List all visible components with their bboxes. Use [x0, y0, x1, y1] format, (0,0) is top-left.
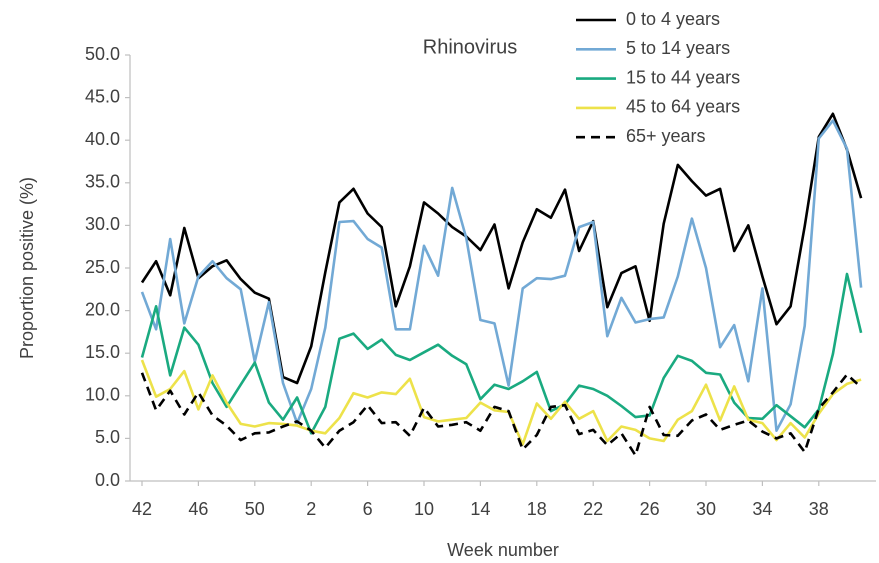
y-tick-label: 35.0	[85, 172, 120, 192]
x-tick-label: 50	[245, 499, 265, 519]
series-line	[140, 119, 863, 432]
x-tick-label: 34	[752, 499, 772, 519]
x-tick-label: 22	[583, 499, 603, 519]
x-tick-label: 30	[696, 499, 716, 519]
y-tick-label: 20.0	[85, 299, 120, 319]
series-line	[140, 112, 863, 385]
y-tick-label: 0.0	[95, 470, 120, 490]
x-tick-label: 2	[306, 499, 316, 519]
y-tick-label: 5.0	[95, 427, 120, 447]
y-tick-label: 30.0	[85, 214, 120, 234]
x-tick-label: 26	[640, 499, 660, 519]
series-line	[140, 372, 862, 457]
legend-label: 5 to 14 years	[626, 38, 730, 58]
y-tick-label: 50.0	[85, 44, 120, 64]
legend-label: 15 to 44 years	[626, 67, 740, 87]
y-tick-label: 40.0	[85, 129, 120, 149]
legend-label: 45 to 64 years	[626, 97, 740, 117]
legend-label: 0 to 4 years	[626, 9, 720, 29]
y-tick-label: 25.0	[85, 257, 120, 277]
x-tick-label: 38	[809, 499, 829, 519]
series-line	[140, 272, 863, 435]
x-axis-title: Week number	[447, 540, 559, 560]
x-tick-label: 42	[132, 499, 152, 519]
y-axis-title: Proportion positive (%)	[17, 177, 37, 359]
y-tick-label: 45.0	[85, 86, 120, 106]
x-tick-label: 6	[363, 499, 373, 519]
x-tick-label: 18	[527, 499, 547, 519]
x-tick-label: 10	[414, 499, 434, 519]
x-tick-label: 46	[188, 499, 208, 519]
y-tick-label: 10.0	[85, 385, 120, 405]
x-tick-label: 14	[470, 499, 490, 519]
chart-title: Rhinovirus	[423, 36, 517, 58]
y-tick-label: 15.0	[85, 342, 120, 362]
legend-label: 65+ years	[626, 126, 706, 146]
series-line	[140, 359, 862, 446]
